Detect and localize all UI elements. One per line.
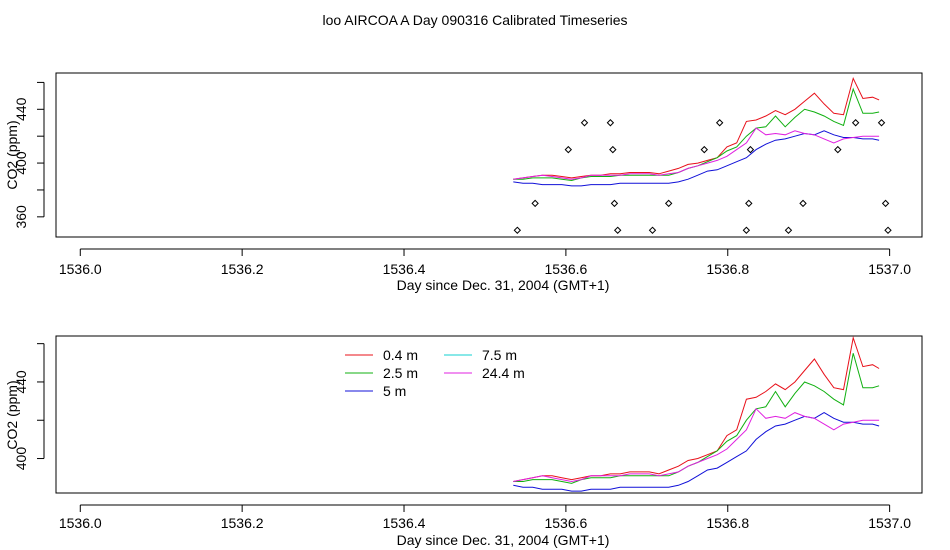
series-line-s04 <box>513 76 880 180</box>
legend-label: 7.5 m <box>482 347 517 363</box>
x-tick-label: 1536.2 <box>221 261 264 277</box>
scatter-point <box>610 199 619 208</box>
scatter-point <box>851 119 860 127</box>
legend-label: 2.5 m <box>383 365 418 381</box>
top-panel: 1536.0 1536.2 1536.4 1536.6 1536.8 1537.0 Day … <box>4 72 923 293</box>
bottom-panel: 1536.0 1536.2 1536.4 1536.6 1536.8 1537.0 Day … <box>4 335 923 548</box>
x-tick-label: 1536.2 <box>221 515 264 531</box>
figure-title: loo AIRCOA A Day 090316 Calibrated Times… <box>322 12 627 28</box>
legend-label: 24.4 m <box>482 365 525 381</box>
x-tick-label: 1536.0 <box>59 261 102 277</box>
y-tick-label: 440 <box>13 370 29 394</box>
series-line-s5 <box>513 412 880 492</box>
x-tick-label: 1536.8 <box>706 515 749 531</box>
series-line-s25 <box>513 353 880 484</box>
scatter-point <box>700 145 708 154</box>
scatter-point <box>881 199 890 208</box>
y-tick-label: 400 <box>13 447 29 471</box>
scatter-point <box>745 199 753 208</box>
x-tick-label: 1536.6 <box>544 261 587 277</box>
series-line-s25 <box>513 87 880 182</box>
y-tick-label: 360 <box>13 205 29 229</box>
x-tick-label: 1537.0 <box>868 261 911 277</box>
series-line-s04 <box>513 335 880 482</box>
scatter-point <box>799 199 807 208</box>
scatter-point <box>531 199 539 208</box>
x-tick-label: 1537.0 <box>868 515 911 531</box>
scatter-point <box>715 119 724 127</box>
scatter-point <box>884 226 892 234</box>
scatter-point <box>877 119 886 127</box>
x-tick-label: 1536.4 <box>383 261 426 277</box>
series-line-s244 <box>513 127 880 180</box>
x-tick-label: 1536.4 <box>383 515 426 531</box>
scatter-point <box>513 226 522 234</box>
x-axis-label: Day since Dec. 31, 2004 (GMT+1) <box>397 277 610 293</box>
y-axis-label: CO2 (ppm) <box>4 380 20 449</box>
scatter-point <box>784 226 793 234</box>
y-axis-label: CO2 (ppm) <box>4 120 20 189</box>
legend-label: 5 m <box>383 383 406 399</box>
scatter-point <box>746 145 755 154</box>
plot-frame <box>55 335 923 494</box>
scatter-point <box>664 199 673 208</box>
scatter-point <box>564 145 573 154</box>
plot-frame <box>55 72 923 238</box>
legend-label: 0.4 m <box>383 347 418 363</box>
y-tick-label: 440 <box>13 97 29 121</box>
scatter-point <box>613 226 622 234</box>
y-tick-label: 400 <box>13 151 29 175</box>
x-axis-label: Day since Dec. 31, 2004 (GMT+1) <box>397 532 610 548</box>
x-tick-label: 1536.8 <box>706 261 749 277</box>
scatter-point <box>609 145 617 154</box>
x-tick-label: 1536.6 <box>544 515 587 531</box>
series-line-s5 <box>513 130 880 187</box>
scatter-point <box>580 119 589 127</box>
series-line-s244 <box>513 407 880 483</box>
scatter-point <box>742 226 751 234</box>
scatter-point <box>648 226 657 234</box>
scatter-point <box>606 119 615 127</box>
x-tick-label: 1536.0 <box>59 515 102 531</box>
scatter-point <box>834 145 842 154</box>
